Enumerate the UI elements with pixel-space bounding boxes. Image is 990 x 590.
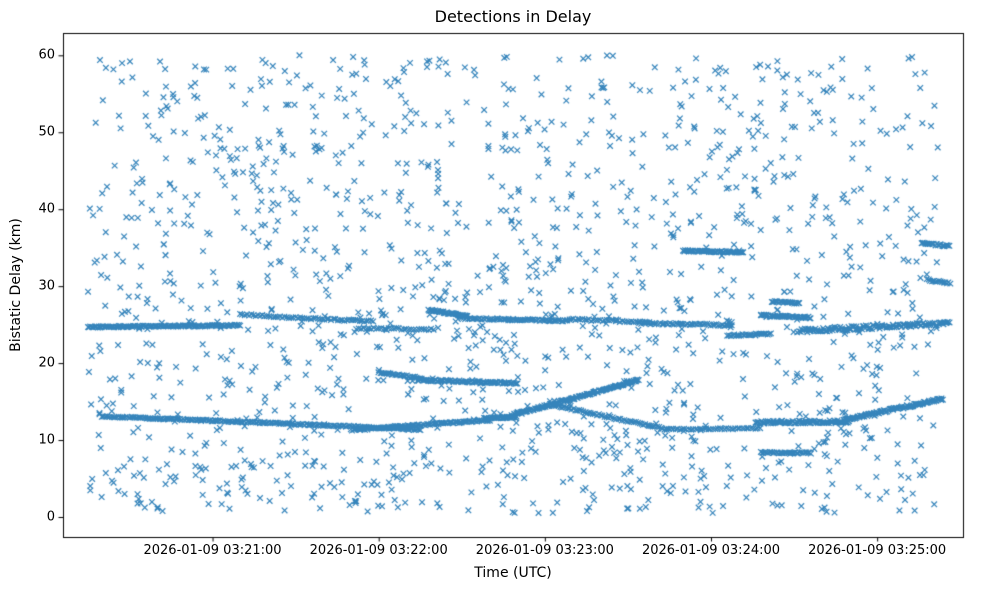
y-tick-label: 0 <box>46 509 55 525</box>
x-axis-label: Time (UTC) <box>474 565 552 581</box>
y-axis-label: Bistatic Delay (km) <box>8 218 24 352</box>
x-tick-label: 2026-01-09 03:21:00 <box>143 543 282 558</box>
y-tick-label: 20 <box>38 355 55 371</box>
y-tick-label: 50 <box>38 124 55 140</box>
x-tick-label: 2026-01-09 03:24:00 <box>641 543 781 558</box>
chart-title: Detections in Delay <box>434 7 592 26</box>
x-tick-label: 2026-01-09 03:23:00 <box>475 543 614 558</box>
y-tick-label: 30 <box>38 278 55 294</box>
y-tick-label: 60 <box>38 47 55 63</box>
x-tick-label: 2026-01-09 03:22:00 <box>309 543 448 558</box>
y-tick-label: 40 <box>38 201 55 217</box>
x-tick-label: 2026-01-09 03:25:00 <box>808 543 947 558</box>
y-tick-label: 10 <box>38 432 55 448</box>
